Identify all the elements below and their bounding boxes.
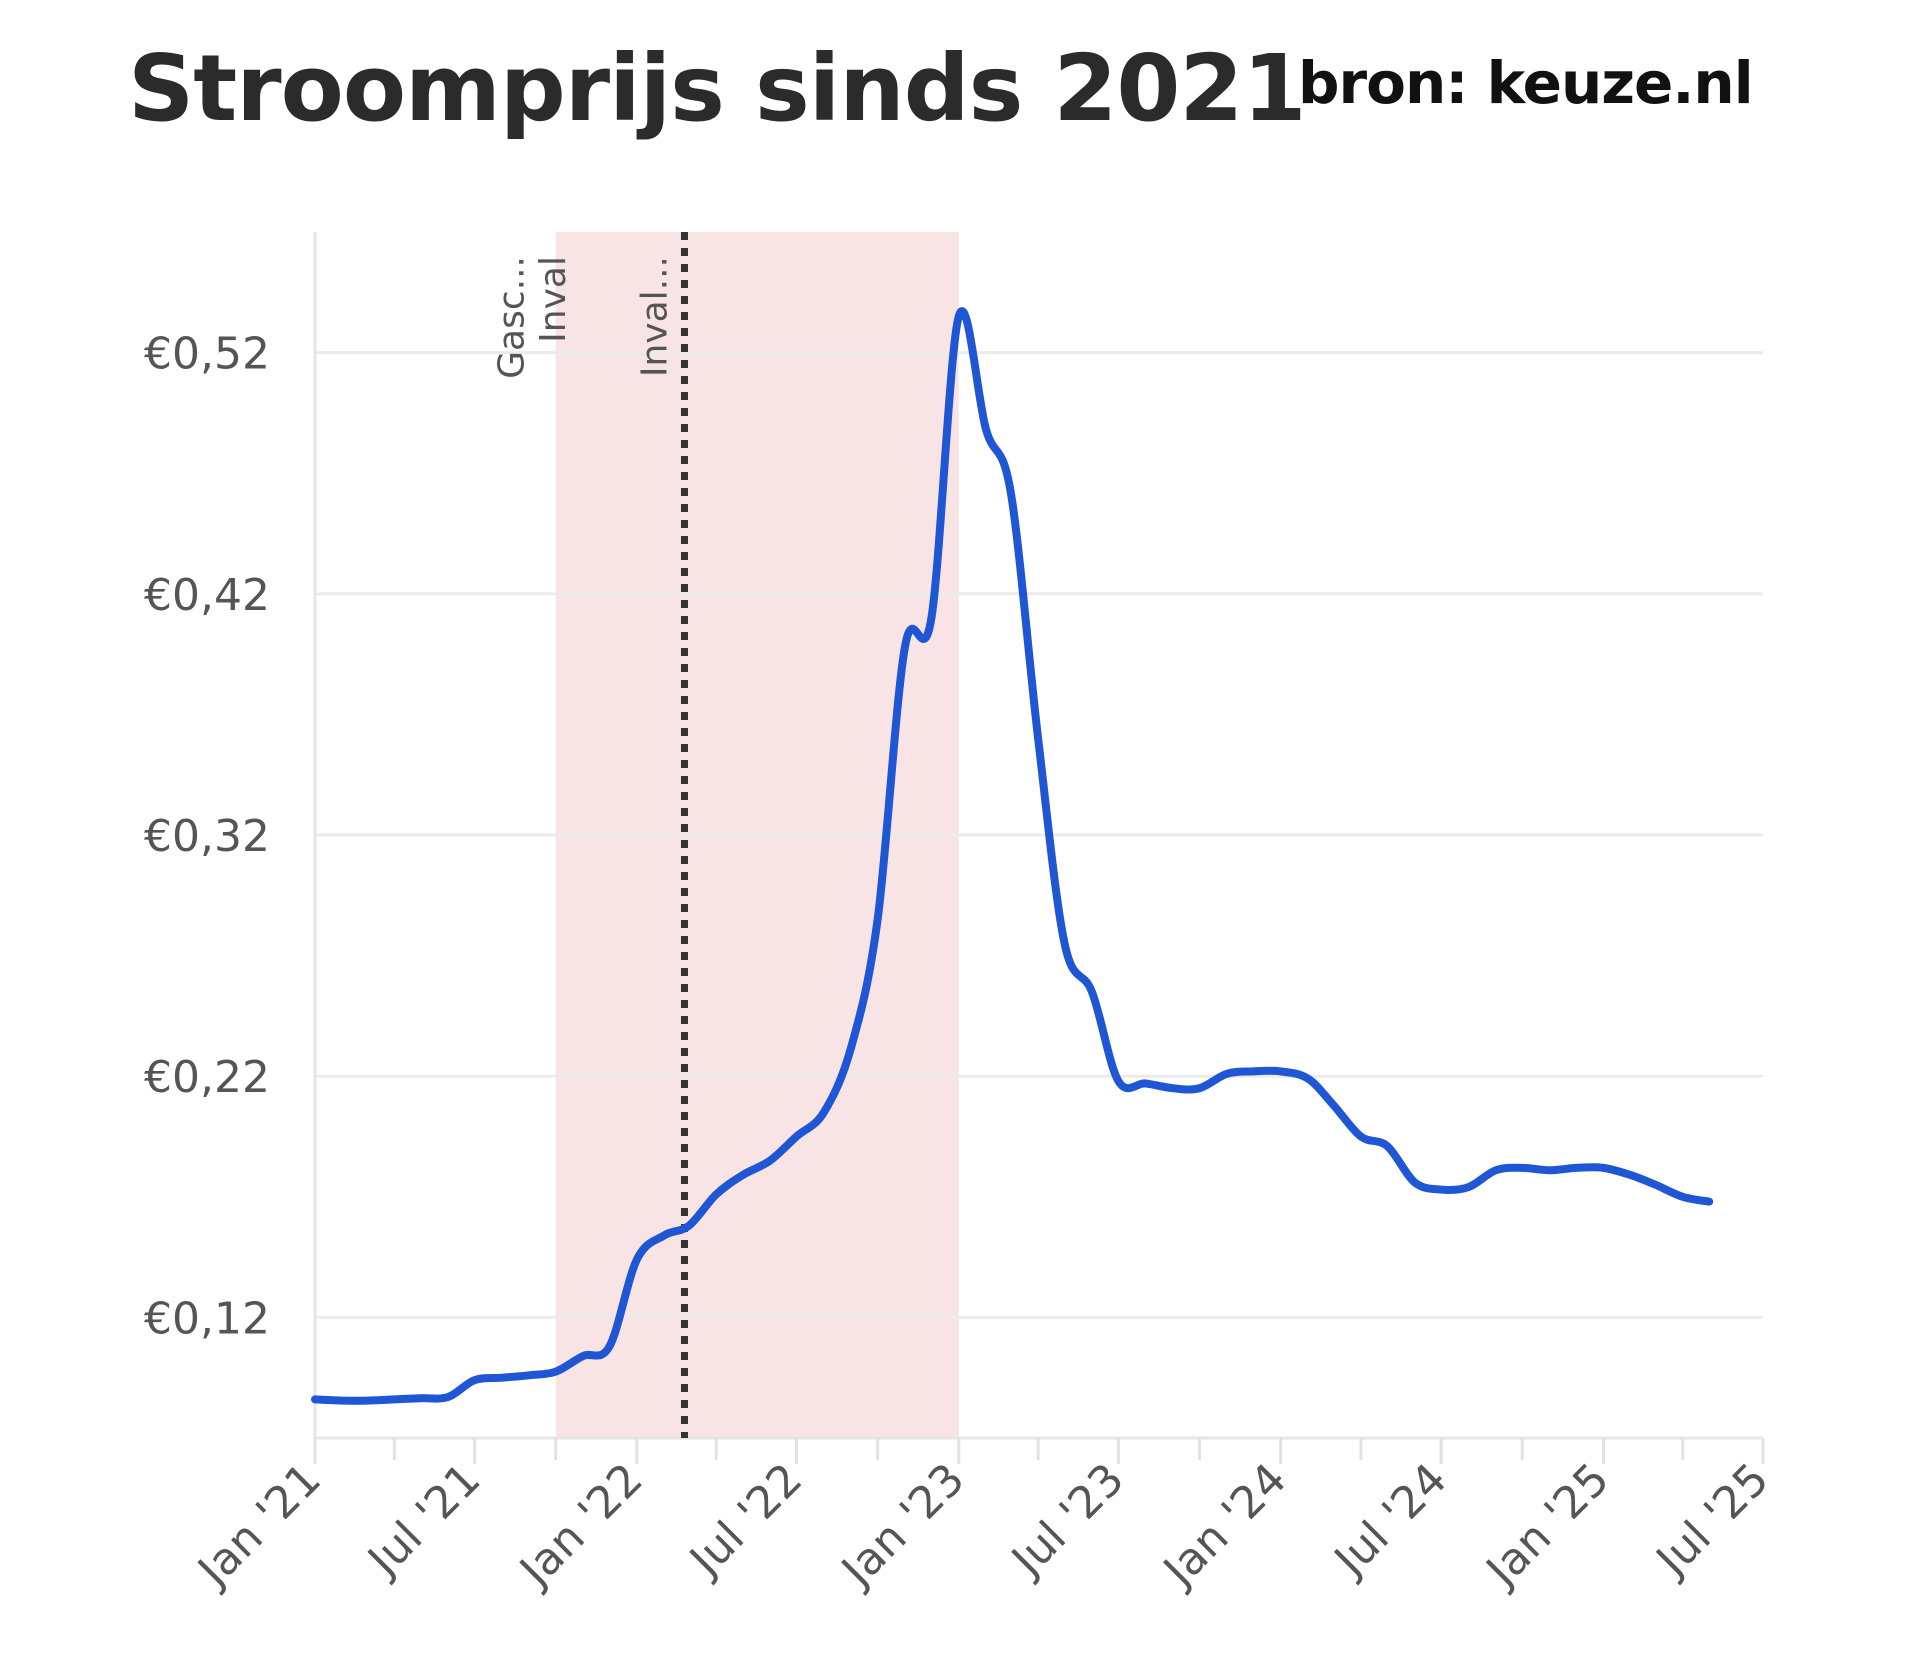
x-tick-label: Jul '24 bbox=[1323, 1454, 1457, 1588]
x-tick-label: Jul '21 bbox=[357, 1454, 491, 1588]
y-tick-label: €0,12 bbox=[144, 1293, 270, 1344]
event-label: Inval bbox=[533, 256, 574, 343]
series-lines bbox=[311, 307, 1714, 1405]
series-line bbox=[311, 307, 1714, 1405]
event-label: Gasc... bbox=[492, 256, 533, 379]
axes bbox=[313, 232, 1765, 1464]
y-tick-label: €0,42 bbox=[144, 570, 270, 621]
grid-lines bbox=[315, 351, 1763, 1319]
x-tick-label: Jan '21 bbox=[187, 1454, 331, 1598]
y-tick-labels: €0,12 €0,22 €0,32 €0,42 €0,52 bbox=[144, 329, 270, 1345]
x-tick-labels: Jan '21 Jul '21 Jan '22 Jul '22 Jan '23 Jul '… bbox=[187, 1454, 1779, 1598]
event-markers: Gasc... Inval Inval... bbox=[492, 232, 688, 1438]
y-tick-label: €0,52 bbox=[144, 329, 270, 380]
source-label: bron: keuze.nl bbox=[1298, 49, 1754, 117]
y-tick-label: €0,22 bbox=[144, 1052, 270, 1103]
x-tick-label: Jan '22 bbox=[508, 1454, 652, 1598]
x-tick-label: Jan '24 bbox=[1152, 1454, 1296, 1598]
x-tick-label: Jul '22 bbox=[679, 1454, 813, 1588]
x-tick-label: Jul '23 bbox=[1000, 1454, 1134, 1588]
page-title: Stroomprijs sinds 2021 bbox=[128, 35, 1306, 142]
x-tick-label: Jan '25 bbox=[1475, 1454, 1619, 1598]
x-tick-label: Jan '23 bbox=[830, 1454, 974, 1598]
y-tick-label: €0,32 bbox=[144, 811, 270, 862]
x-tick-label: Jul '25 bbox=[1645, 1454, 1779, 1588]
event-label: Inval... bbox=[634, 256, 675, 377]
